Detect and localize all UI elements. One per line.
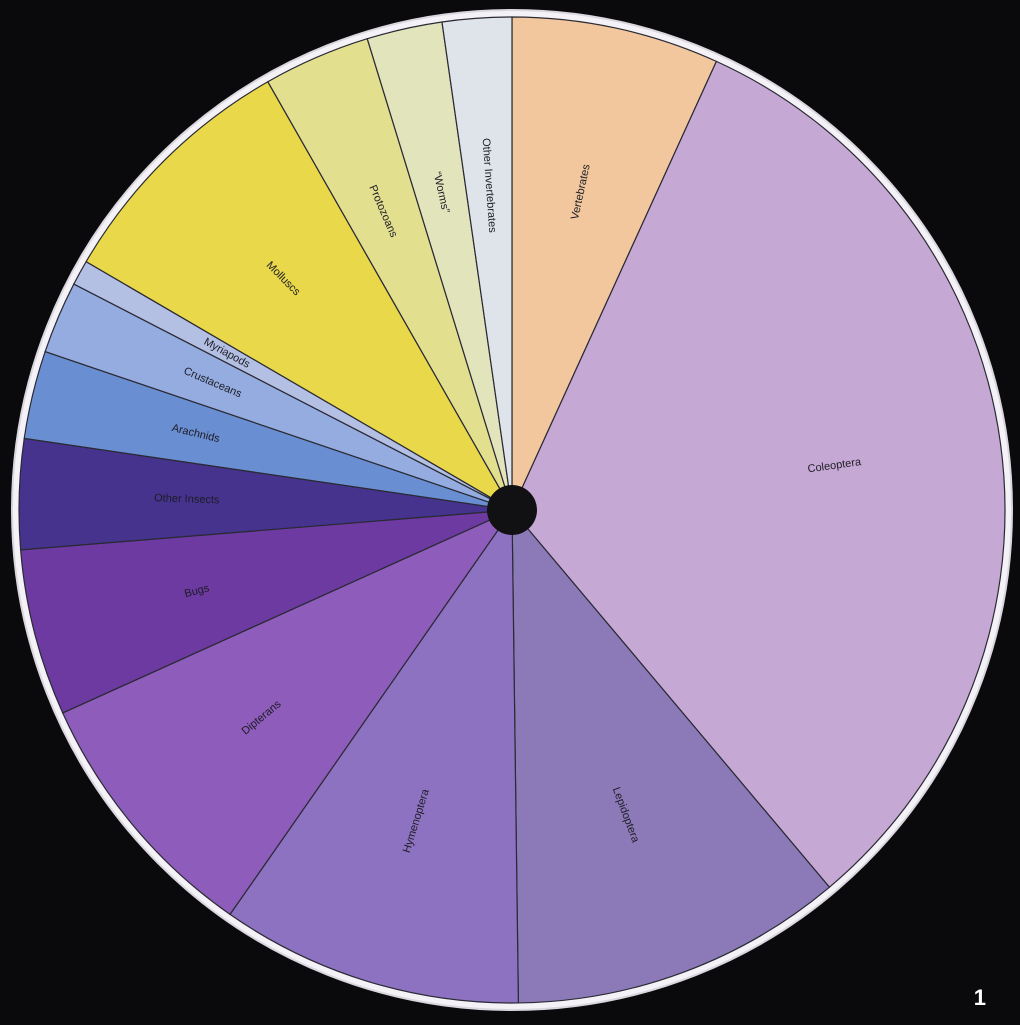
pie-slice-13: [441, 16, 513, 511]
pie-slice-10: [85, 80, 514, 512]
pie-slice-0: [511, 16, 718, 511]
figure-number: 1: [973, 985, 986, 1010]
pie-slice-2: [511, 508, 831, 1004]
pie-slice-4: [61, 508, 514, 916]
pie-slice-label-6: Other Insects: [154, 492, 220, 506]
pie-slice-5: [19, 509, 513, 714]
pie-center-hub: [487, 485, 537, 535]
pie-slices: [18, 16, 1006, 1004]
pie-slice-3: [229, 508, 519, 1004]
pie-slice-1: [511, 60, 1006, 889]
